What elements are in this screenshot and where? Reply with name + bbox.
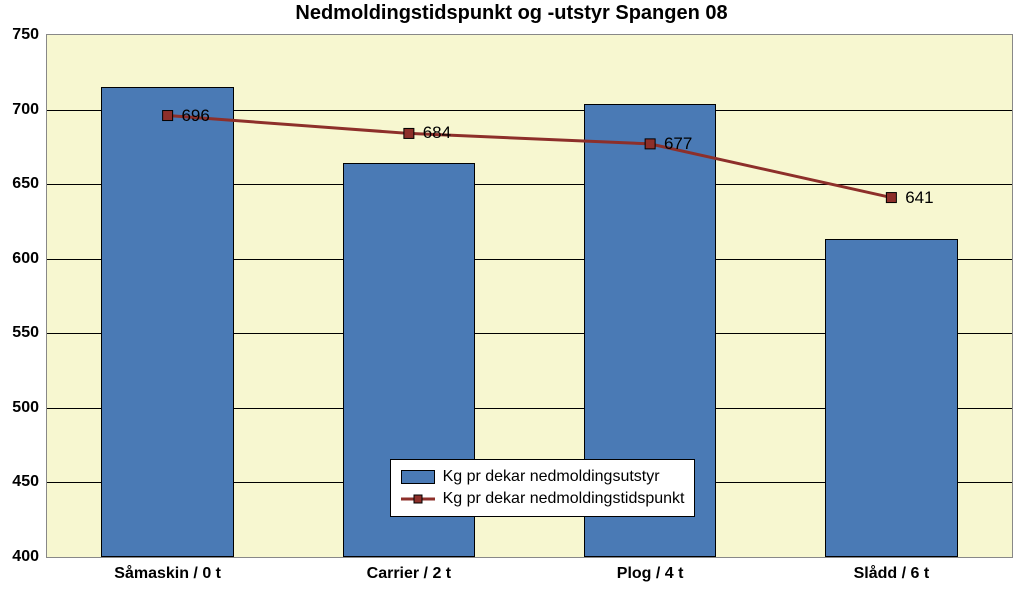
legend-item: Kg pr dekar nedmoldingstidspunkt <box>401 488 685 510</box>
x-tick-label: Såmaskin / 0 t <box>114 565 221 583</box>
y-tick-label: 500 <box>12 399 39 417</box>
chart-title: Nedmoldingstidspunkt og -utstyr Spangen … <box>0 2 1023 25</box>
line-marker <box>163 111 173 121</box>
line-marker <box>404 128 414 138</box>
data-label: 677 <box>664 134 692 154</box>
legend-item: Kg pr dekar nedmoldingsutstyr <box>401 466 685 488</box>
data-label: 696 <box>181 106 209 126</box>
line-marker <box>886 193 896 203</box>
line-series <box>168 116 892 198</box>
y-tick-label: 600 <box>12 250 39 268</box>
chart-container: Nedmoldingstidspunkt og -utstyr Spangen … <box>0 0 1023 604</box>
y-tick-label: 400 <box>12 548 39 566</box>
legend-swatch-bar <box>401 470 435 484</box>
legend-label: Kg pr dekar nedmoldingstidspunkt <box>443 490 685 508</box>
line-marker <box>645 139 655 149</box>
data-label: 684 <box>423 123 451 143</box>
x-tick-label: Carrier / 2 t <box>367 565 451 583</box>
y-tick-label: 750 <box>12 26 39 44</box>
legend: Kg pr dekar nedmoldingsutstyr Kg pr dekar… <box>390 459 696 517</box>
y-tick-label: 550 <box>12 324 39 342</box>
y-tick-label: 700 <box>12 101 39 119</box>
x-tick-label: Slådd / 6 t <box>854 565 930 583</box>
legend-label: Kg pr dekar nedmoldingsutstyr <box>443 468 660 486</box>
y-tick-label: 650 <box>12 175 39 193</box>
y-tick-label: 450 <box>12 473 39 491</box>
data-label: 641 <box>905 188 933 208</box>
x-tick-label: Plog / 4 t <box>617 565 684 583</box>
plot-area: Kg pr dekar nedmoldingsutstyr Kg pr dekar… <box>46 34 1013 558</box>
legend-swatch-line <box>401 492 435 506</box>
